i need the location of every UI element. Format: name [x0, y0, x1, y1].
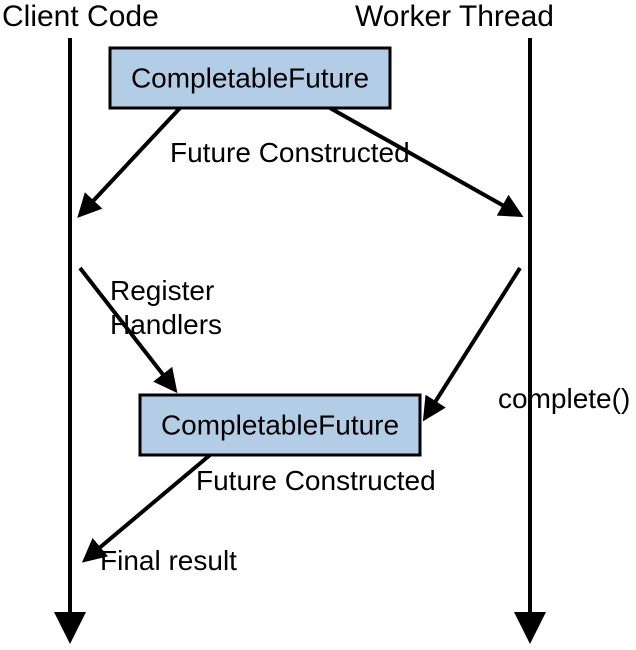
- label-future-constructed-2: Future Constructed: [196, 465, 436, 496]
- box-top-label: CompletableFuture: [131, 62, 369, 93]
- label-future-constructed-1: Future Constructed: [170, 137, 410, 168]
- box-bottom-label: CompletableFuture: [161, 409, 399, 440]
- header-left: Client Code: [2, 0, 159, 33]
- box-bottom: CompletableFuture: [140, 395, 420, 455]
- label-final-result: Final result: [100, 545, 237, 576]
- sequence-diagram: Client Code Worker Thread CompletableFut…: [0, 0, 636, 650]
- arrow-future-to-client: [80, 108, 180, 215]
- label-register-handlers-1: Register: [110, 275, 214, 306]
- label-complete: complete(): [498, 383, 630, 414]
- label-register-handlers-2: Handlers: [110, 309, 222, 340]
- header-right: Worker Thread: [355, 0, 554, 33]
- box-top: CompletableFuture: [110, 48, 390, 108]
